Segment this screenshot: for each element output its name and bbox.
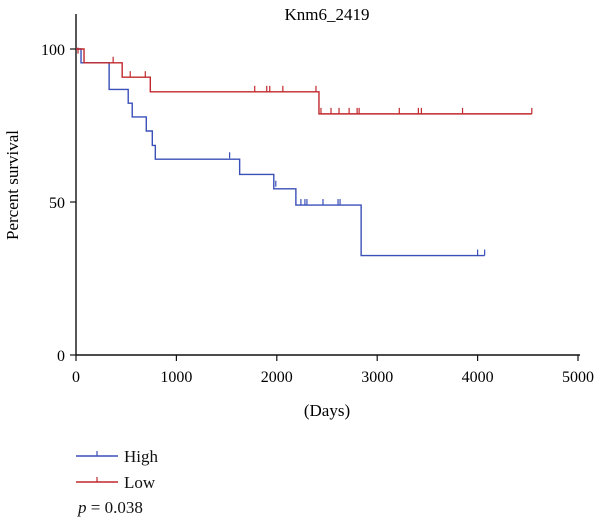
legend-item-low: Low bbox=[76, 472, 296, 498]
x-tick-label: 2000 bbox=[261, 369, 293, 386]
legend-swatch-low bbox=[76, 477, 118, 483]
y-tick-label: 100 bbox=[41, 42, 65, 59]
legend-swatch-high bbox=[76, 451, 118, 457]
survival-chart: Knm6_2419 0 1000 2000 3000 4000 5000 0 50 100 (D… bbox=[3, 5, 594, 420]
p-value-annotation: p = 0.038 bbox=[78, 498, 143, 518]
axes: 0 1000 2000 3000 4000 5000 0 50 100 bbox=[41, 14, 594, 386]
legend-item-high: High bbox=[76, 446, 296, 472]
y-tick-label: 50 bbox=[49, 195, 65, 212]
legend-label-high: High bbox=[124, 447, 158, 466]
legend: High Low bbox=[76, 446, 296, 498]
x-tick-label: 4000 bbox=[462, 369, 494, 386]
x-tick-label: 5000 bbox=[562, 369, 594, 386]
chart-title: Knm6_2419 bbox=[285, 5, 370, 24]
x-axis-label: (Days) bbox=[304, 401, 350, 420]
x-tick-label: 0 bbox=[72, 369, 80, 386]
series-layer bbox=[76, 47, 533, 257]
legend-label-low: Low bbox=[124, 473, 156, 492]
y-axis-label: Percent survival bbox=[3, 130, 22, 240]
x-tick-label: 3000 bbox=[361, 369, 393, 386]
p-value-text: = 0.038 bbox=[86, 498, 143, 517]
survival-curve-high bbox=[76, 48, 485, 257]
survival-curve-low bbox=[76, 48, 532, 115]
x-tick-label: 1000 bbox=[160, 369, 192, 386]
p-symbol: p bbox=[78, 498, 87, 517]
y-tick-label: 0 bbox=[57, 348, 65, 365]
